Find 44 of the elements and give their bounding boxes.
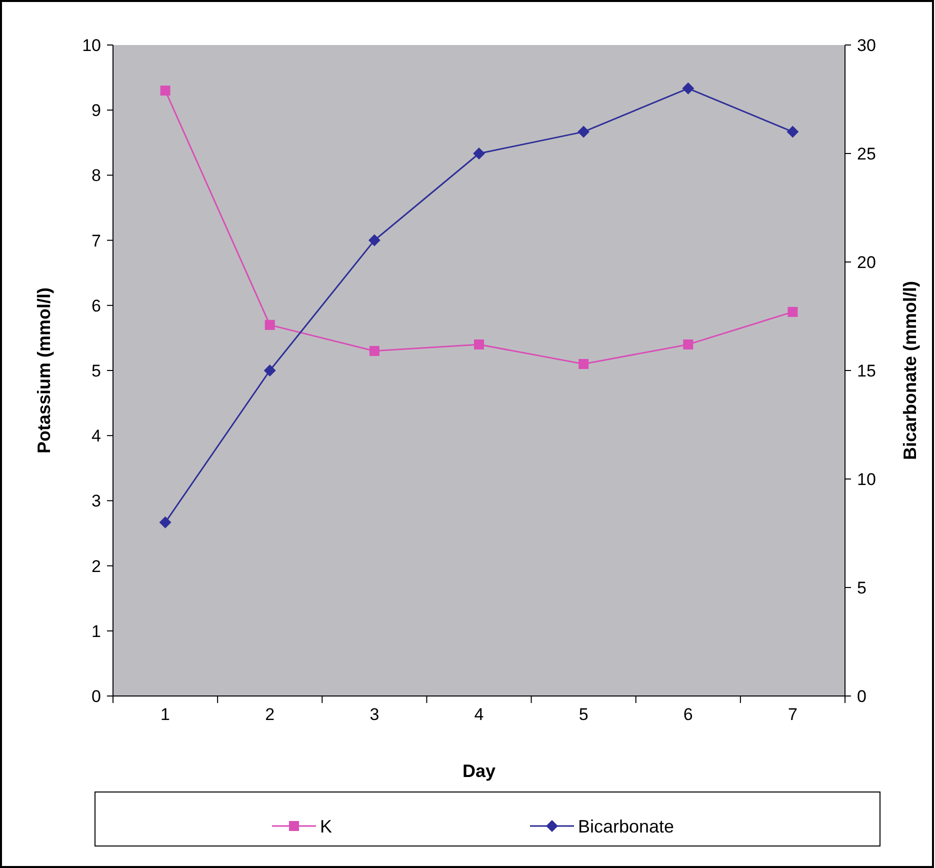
y2-axis-title: Bicarbonate (mmol/l) — [900, 280, 920, 460]
point — [473, 148, 485, 160]
y-tick-label: 7 — [92, 231, 101, 250]
x-tick-label: 5 — [578, 705, 588, 724]
x-axis-title: Day — [462, 761, 496, 781]
y-tick-label: 6 — [92, 296, 101, 316]
y-tick-label: 9 — [92, 101, 101, 120]
y-tick-label: 3 — [92, 492, 101, 511]
x-tick-label: 4 — [474, 705, 484, 724]
legend-label: K — [320, 816, 332, 836]
point — [474, 339, 484, 350]
y-tick-label: 4 — [92, 426, 101, 446]
y2-tick-label: 10 — [857, 470, 876, 489]
x-tick-label: 1 — [160, 705, 170, 724]
x-tick-label: 2 — [265, 705, 275, 724]
y2-tick-label: 30 — [857, 36, 876, 55]
point — [786, 126, 799, 138]
point — [160, 86, 170, 96]
y-tick-label: 5 — [92, 361, 101, 380]
point — [368, 234, 380, 246]
legend-label: Bicarbonate — [578, 816, 674, 836]
point — [264, 320, 275, 330]
y2-tick-label: 0 — [857, 686, 866, 706]
y2-tick-label: 15 — [857, 361, 876, 380]
point — [369, 346, 380, 356]
y2-tick-label: 25 — [857, 144, 876, 164]
point — [788, 306, 798, 317]
y2-tick-label: 20 — [857, 252, 876, 272]
point — [683, 339, 694, 350]
point — [578, 358, 589, 369]
y-tick-label: 10 — [82, 36, 101, 55]
y-tick-label: 2 — [92, 556, 101, 576]
y-tick-label: 0 — [92, 686, 101, 706]
y-tick-label: 8 — [92, 166, 101, 186]
y-tick-label: 1 — [92, 622, 101, 641]
y-axis-title: Potassium (mmol/l) — [34, 287, 54, 454]
x-tick-label: 6 — [683, 705, 693, 724]
point — [682, 82, 694, 94]
x-tick-label: 3 — [370, 705, 380, 724]
x-tick-label: 7 — [788, 705, 798, 724]
point — [264, 364, 276, 376]
y2-tick-label: 5 — [857, 578, 866, 598]
point — [578, 126, 590, 138]
point — [159, 516, 172, 528]
